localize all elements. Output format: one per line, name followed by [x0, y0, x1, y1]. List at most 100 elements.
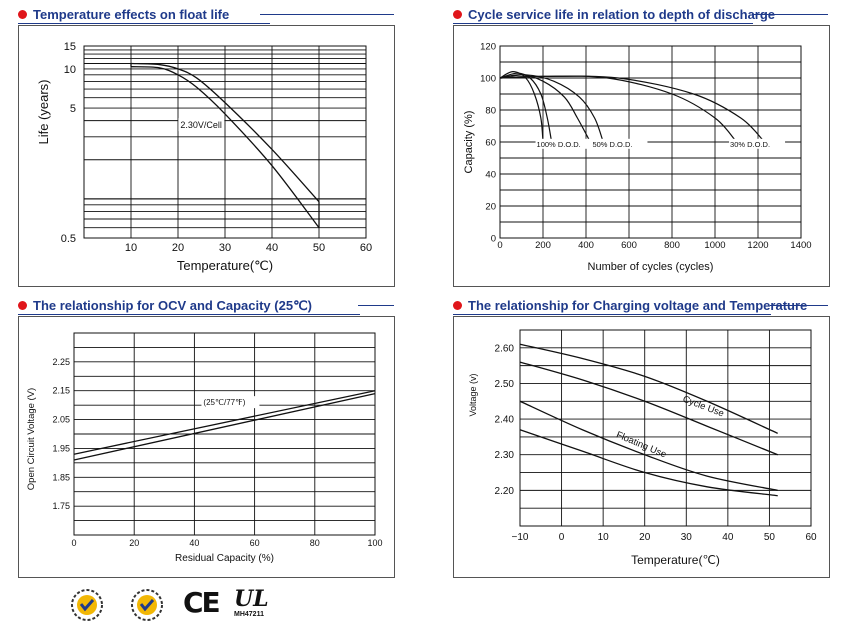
chart4-x-tick-label: 60 — [805, 532, 817, 543]
chart4-x-tick-label: 40 — [722, 532, 734, 543]
chart2-y-tick-label: 120 — [480, 42, 496, 53]
chart2-annotation: 50% D.O.D. — [592, 140, 632, 149]
chart3-series-line — [73, 392, 376, 461]
chart1-x-tick-label: 30 — [219, 242, 231, 254]
chart4-title-text: The relationship for Charging voltage an… — [468, 298, 808, 313]
chart4-series-line — [519, 429, 778, 497]
chart3-x-axis-label: Residual Capacity (%) — [175, 553, 274, 564]
ul-mark-icon: UL — [234, 586, 269, 612]
chart4-x-tick-label: 10 — [598, 532, 610, 543]
chart1-series-line — [130, 62, 320, 203]
divider — [453, 23, 753, 24]
chart2-x-tick-label: 600 — [621, 240, 637, 251]
chart1-annotation: 2.30V/Cell — [180, 120, 222, 130]
chart1-x-tick-label: 60 — [360, 242, 372, 254]
chart4-y-tick-label: 2.60 — [495, 343, 515, 354]
chart4-x-tick-label: 30 — [681, 532, 693, 543]
chart4-x-tick-label: 0 — [559, 532, 565, 543]
chart2-y-tick-label: 100 — [480, 74, 496, 85]
chart4-y-tick-label: 2.40 — [495, 415, 515, 426]
chart4-plot-area — [519, 329, 812, 527]
chart2-series-line — [499, 75, 765, 143]
divider — [358, 305, 394, 306]
chart2-x-tick-label: 400 — [578, 240, 594, 251]
chart3-title-suffix: (25℃) — [274, 298, 312, 313]
chart2-panel — [453, 25, 830, 287]
chart2-title: Cycle service life in relation to depth … — [453, 7, 775, 22]
chart1-y-tick-label: 15 — [64, 41, 76, 53]
chart2-series-line — [499, 75, 737, 143]
chart2-annotation: 30% D.O.D. — [730, 140, 770, 149]
divider — [453, 314, 771, 315]
chart3-x-tick-label: 20 — [129, 538, 139, 548]
chart4-x-tick-label: −10 — [512, 532, 529, 543]
chart3-panel — [18, 316, 395, 578]
iso-logo-1 — [70, 588, 104, 627]
chart2-y-tick-label: 60 — [485, 138, 496, 149]
chart2-title-text: Cycle service life in relation to depth … — [468, 7, 776, 22]
chart1-x-tick-label: 40 — [266, 242, 278, 254]
chart1-series-line — [130, 66, 320, 229]
chart3-y-tick-label: 1.95 — [52, 443, 70, 453]
bullet-icon — [453, 301, 462, 310]
chart2-series-line — [499, 74, 604, 143]
ul-code: MH47211 — [234, 611, 264, 618]
ce-mark-icon: CE — [183, 586, 221, 619]
chart4-y-tick-label: 2.50 — [495, 379, 515, 390]
chart3-x-tick-label: 100 — [367, 538, 382, 548]
chart1-title: Temperature effects on float life — [18, 7, 229, 22]
chart4-annotation: Cycle Use — [681, 394, 725, 420]
chart3-annotation: (25℃/77℉) — [203, 398, 245, 407]
chart4-x-tick-label: 50 — [764, 532, 776, 543]
chart2-y-tick-label: 0 — [491, 234, 496, 245]
chart3-y-tick-label: 2.25 — [52, 357, 70, 367]
chart4-series-line — [519, 343, 779, 434]
chart1-x-tick-label: 10 — [125, 242, 137, 254]
chart1-x-tick-label: 20 — [172, 242, 184, 254]
chart4-series-line — [519, 361, 778, 456]
chart2-series-line — [499, 70, 544, 143]
chart2-y-axis-label: Capacity (%) — [463, 111, 475, 174]
chart2-x-tick-label: 0 — [497, 240, 502, 251]
bullet-icon — [18, 10, 27, 19]
chart4-annotation: Floating Use — [614, 430, 667, 461]
chart2-y-tick-label: 20 — [485, 202, 496, 213]
chart4-y-tick-label: 2.20 — [495, 486, 515, 497]
chart1-y-tick-label: 10 — [64, 64, 76, 76]
chart2-y-tick-label: 40 — [485, 170, 496, 181]
chart4-panel — [453, 316, 830, 578]
chart3-title: The relationship for OCV and Capacity (2… — [18, 298, 312, 314]
chart2-x-tick-label: 1200 — [747, 240, 768, 251]
chart2-annotation-bg — [729, 138, 786, 149]
chart4-x-tick-label: 20 — [639, 532, 651, 543]
chart3-y-axis-label: Open Circuit Voltage (V) — [26, 388, 37, 490]
chart3-title-text: The relationship for OCV and Capacity — [33, 298, 271, 313]
chart2-x-tick-label: 800 — [664, 240, 680, 251]
chart2-x-tick-label: 1000 — [704, 240, 725, 251]
iso-logo-2 — [130, 588, 164, 627]
chart3-y-tick-label: 2.15 — [52, 386, 70, 396]
chart2-y-tick-label: 80 — [485, 106, 496, 117]
chart2-x-axis-label: Number of cycles (cycles) — [588, 261, 714, 273]
chart2-annotation: 100% D.O.D. — [537, 140, 581, 149]
bullet-icon — [453, 10, 462, 19]
chart4-series-line — [519, 400, 778, 492]
chart1-x-tick-label: 50 — [313, 242, 325, 254]
chart3-annotation-bg — [201, 396, 260, 409]
chart1-x-axis-label: Temperature(℃) — [177, 258, 273, 273]
chart1-annotation-bg — [178, 118, 225, 132]
divider — [18, 23, 270, 24]
chart3-y-tick-label: 1.85 — [52, 472, 70, 482]
chart3-x-tick-label: 80 — [310, 538, 320, 548]
chart4-y-axis-label: Voltage (v) — [468, 373, 478, 416]
chart3-y-tick-label: 2.05 — [52, 415, 70, 425]
chart3-x-tick-label: 40 — [189, 538, 199, 548]
chart3-x-tick-label: 60 — [250, 538, 260, 548]
bullet-icon — [18, 301, 27, 310]
chart2-x-tick-label: 1400 — [790, 240, 811, 251]
chart3-y-tick-label: 1.75 — [52, 501, 70, 511]
chart2-x-tick-label: 200 — [535, 240, 551, 251]
divider — [260, 14, 394, 15]
chart2-series-line — [499, 72, 553, 143]
